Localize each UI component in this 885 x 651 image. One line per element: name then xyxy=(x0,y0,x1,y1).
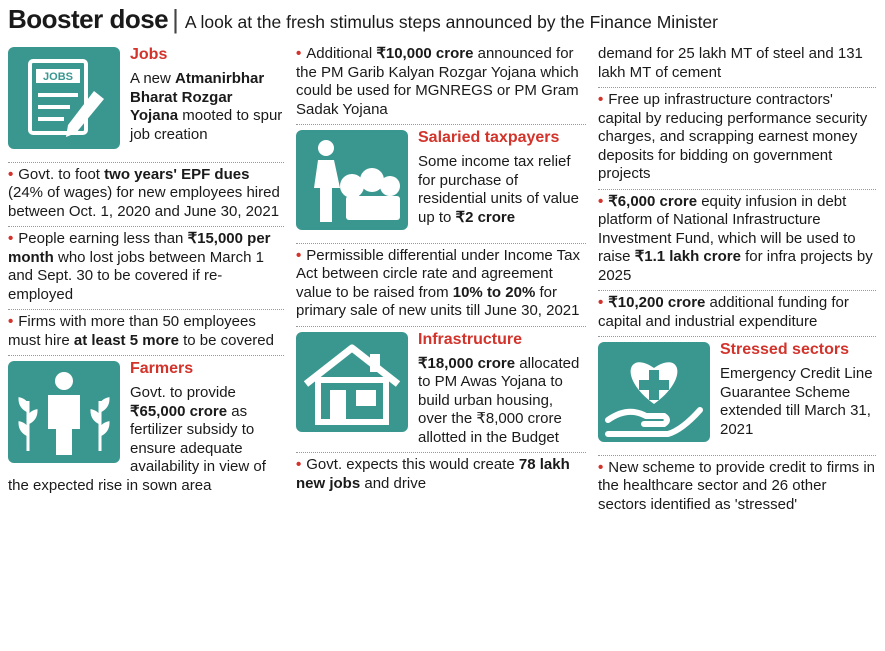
bold-text: ₹65,000 crore xyxy=(130,402,228,420)
icon xyxy=(296,331,408,438)
section-heading: Infrastructure xyxy=(418,330,523,348)
section: Farmers Govt. to provide ₹65,000 crore as… xyxy=(8,356,284,500)
bullet-point: ₹6,000 crore equity infusion in debt pla… xyxy=(598,190,876,291)
text: mooted to spur job creation xyxy=(130,107,283,143)
icon xyxy=(8,361,120,469)
text: and drive xyxy=(360,474,427,492)
bold-text: two years' EPF dues xyxy=(104,165,250,183)
icon xyxy=(598,342,710,448)
column: Additional ₹10,000 crore announced for t… xyxy=(296,42,586,647)
text: demand for 25 lakh MT of steel and 131 l… xyxy=(598,45,863,81)
section-heading: Stressed sectors xyxy=(720,341,849,358)
icon: JOBS xyxy=(8,47,120,155)
text: Emergency Credit Line Guarantee Scheme e… xyxy=(720,365,873,438)
section-heading: Jobs xyxy=(130,46,168,63)
bold-text: ₹10,000 crore xyxy=(376,45,474,62)
divider: | xyxy=(172,4,179,34)
text: announced for the PM Garib Kalyan Rozgar… xyxy=(296,45,579,118)
text: Firms with more than 50 employees must h… xyxy=(8,313,256,349)
text: Additional xyxy=(306,45,377,62)
section: Infrastructure ₹18,000 crore allocated to… xyxy=(296,327,586,453)
bullet-point: Govt. to foot two years' EPF dues (24% o… xyxy=(8,163,284,227)
section-heading: Farmers xyxy=(130,360,194,377)
text: Govt. expects this would create xyxy=(306,456,519,473)
bold-text: ₹1.1 lakh crore xyxy=(634,248,741,265)
bullet-point: Govt. expects this would create 78 lakh … xyxy=(296,453,586,498)
text: Govt. to provide xyxy=(130,384,236,401)
text: equity infusion in debt platform of Nati… xyxy=(598,192,856,266)
column: demand for 25 lakh MT of steel and 131 l… xyxy=(598,42,876,647)
section: Stressed sectors Emergency Credit Line Gu… xyxy=(598,337,876,456)
text: as fertilizer subsidy to ensure adequate… xyxy=(8,402,266,494)
column: JOBS Jobs A new Atmanirbhar Bharat Rozgar … xyxy=(8,42,284,647)
text: Permissible differential under Income Ta… xyxy=(296,246,581,301)
bullet-point: New scheme to provide credit to firms in… xyxy=(598,456,876,520)
text: for primary sale of new units till June … xyxy=(296,283,580,320)
bullet-point: People earning less than ₹15,000 per mon… xyxy=(8,227,284,310)
bold-text: ₹10,200 crore xyxy=(608,294,706,311)
continued-text: demand for 25 lakh MT of steel and 131 l… xyxy=(598,42,876,88)
section-heading: Salaried taxpayers xyxy=(418,129,560,146)
bold-text: Atmanirbhar Bharat Rozgar Yojana xyxy=(130,70,265,124)
bullet-point: ₹10,200 crore additional funding for cap… xyxy=(598,291,876,337)
text: allocated to PM Awas Yojana to build urb… xyxy=(418,354,580,446)
title: Booster dose xyxy=(8,4,169,34)
bold-text: ₹18,000 crore xyxy=(418,354,516,372)
text: Some income tax relief for purchase of r… xyxy=(418,153,579,226)
text: (24% of wages) for new employees hired b… xyxy=(8,184,280,220)
text: A new xyxy=(130,70,176,87)
bold-text: 10% to 20% xyxy=(452,283,536,301)
text: Free up infrastructure contractors' capi… xyxy=(598,91,868,182)
bullet-point: Permissible differential under Income Ta… xyxy=(296,244,586,327)
bold-text: ₹6,000 crore xyxy=(608,192,698,210)
text: for infra projects by 2025 xyxy=(598,248,873,284)
header: Booster dose | A look at the fresh stimulu… xyxy=(8,4,718,35)
text: New scheme to provide credit to firms in… xyxy=(598,458,876,513)
icon xyxy=(296,130,408,236)
bullet-point: Additional ₹10,000 crore announced for t… xyxy=(296,42,586,125)
text: People earning less than xyxy=(18,230,188,247)
text: to be covered xyxy=(178,331,274,349)
text: Govt. to foot xyxy=(18,165,105,183)
bold-text: 78 lakh new jobs xyxy=(296,456,570,492)
svg-text:JOBS: JOBS xyxy=(43,71,73,83)
section: Salaried taxpayers Some income tax relief… xyxy=(296,125,586,244)
subtitle: A look at the fresh stimulus steps annou… xyxy=(184,12,718,32)
bold-text: ₹2 crore xyxy=(455,208,516,226)
text: who lost jobs between March 1 and Sept. … xyxy=(8,248,264,303)
bullet-point: Free up infrastructure contractors' capi… xyxy=(598,88,876,190)
bold-text: at least 5 more xyxy=(73,331,179,349)
bold-text: ₹15,000 per month xyxy=(8,230,271,266)
bullet-point: Firms with more than 50 employees must h… xyxy=(8,310,284,356)
text: additional funding for capital and indus… xyxy=(598,294,849,330)
section: JOBS Jobs A new Atmanirbhar Bharat Rozgar … xyxy=(8,42,284,163)
